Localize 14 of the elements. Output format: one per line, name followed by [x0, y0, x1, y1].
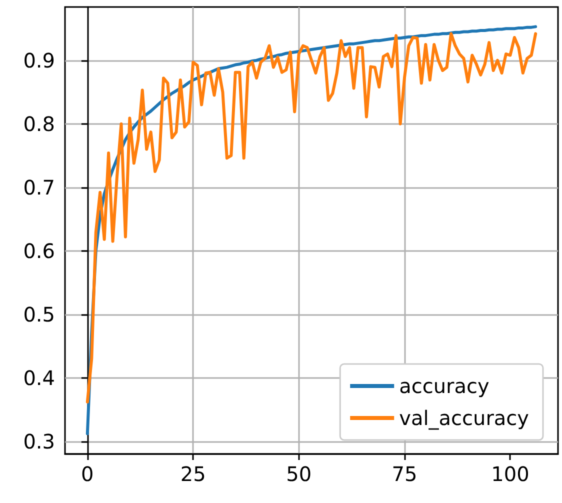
y-tick-label: 0.9 [23, 48, 55, 72]
x-tick-label: 75 [392, 462, 418, 486]
x-tick-label: 100 [491, 462, 530, 486]
legend-label: accuracy [399, 374, 490, 398]
x-tick-label: 0 [81, 462, 94, 486]
y-tick-label: 0.5 [23, 302, 55, 326]
y-tick-label: 0.8 [23, 112, 55, 136]
x-tick-label: 50 [286, 462, 312, 486]
y-tick-label: 0.6 [23, 238, 55, 263]
y-tick-label: 0.3 [23, 429, 55, 454]
legend-label: val_accuracy [399, 406, 530, 430]
x-tick-label: 25 [180, 462, 206, 486]
y-tick-label: 0.4 [23, 366, 55, 390]
y-tick-label: 0.7 [23, 175, 55, 200]
